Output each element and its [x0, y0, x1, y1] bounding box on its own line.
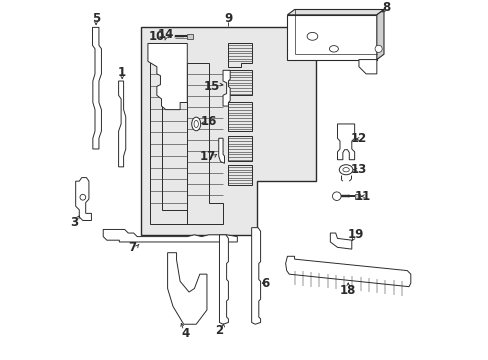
- Polygon shape: [76, 177, 91, 221]
- Ellipse shape: [191, 117, 200, 131]
- Polygon shape: [337, 124, 354, 160]
- Text: 19: 19: [347, 228, 364, 240]
- Polygon shape: [167, 253, 206, 324]
- Text: 16: 16: [200, 114, 217, 127]
- Text: 6: 6: [261, 276, 269, 289]
- Circle shape: [374, 45, 382, 53]
- Polygon shape: [149, 63, 187, 224]
- Polygon shape: [376, 9, 383, 59]
- Polygon shape: [228, 165, 251, 185]
- Text: 3: 3: [70, 216, 79, 229]
- Text: 9: 9: [224, 12, 232, 25]
- Polygon shape: [228, 136, 251, 162]
- Bar: [354, 194, 360, 199]
- Ellipse shape: [339, 165, 352, 175]
- Polygon shape: [141, 27, 315, 235]
- Ellipse shape: [342, 167, 348, 172]
- Text: 4: 4: [181, 327, 189, 340]
- Polygon shape: [287, 9, 383, 15]
- Text: 1: 1: [118, 66, 126, 78]
- Polygon shape: [330, 233, 351, 249]
- Polygon shape: [251, 228, 260, 324]
- Polygon shape: [119, 81, 125, 167]
- Polygon shape: [187, 63, 223, 224]
- Bar: [186, 34, 193, 39]
- Text: 10: 10: [148, 30, 164, 43]
- Circle shape: [80, 194, 85, 200]
- Text: 8: 8: [382, 1, 390, 14]
- Polygon shape: [287, 15, 376, 59]
- Text: 2: 2: [215, 324, 223, 337]
- Text: 18: 18: [339, 284, 356, 297]
- Polygon shape: [228, 44, 251, 67]
- Polygon shape: [148, 44, 187, 110]
- Text: 7: 7: [127, 241, 136, 254]
- Text: 13: 13: [350, 163, 366, 176]
- Polygon shape: [358, 59, 376, 74]
- Polygon shape: [228, 70, 251, 95]
- Circle shape: [332, 192, 340, 201]
- Polygon shape: [219, 235, 228, 324]
- Polygon shape: [223, 70, 230, 106]
- Text: 17: 17: [200, 150, 216, 163]
- Text: 15: 15: [203, 80, 220, 93]
- Polygon shape: [285, 256, 410, 287]
- Text: 11: 11: [354, 190, 370, 203]
- Polygon shape: [103, 229, 237, 242]
- Ellipse shape: [329, 46, 338, 52]
- Text: 12: 12: [350, 132, 366, 145]
- Polygon shape: [92, 27, 101, 149]
- Polygon shape: [228, 103, 251, 131]
- Ellipse shape: [194, 120, 198, 127]
- Ellipse shape: [306, 32, 317, 40]
- Text: 14: 14: [157, 28, 174, 41]
- Polygon shape: [218, 138, 224, 163]
- Text: 5: 5: [92, 12, 100, 25]
